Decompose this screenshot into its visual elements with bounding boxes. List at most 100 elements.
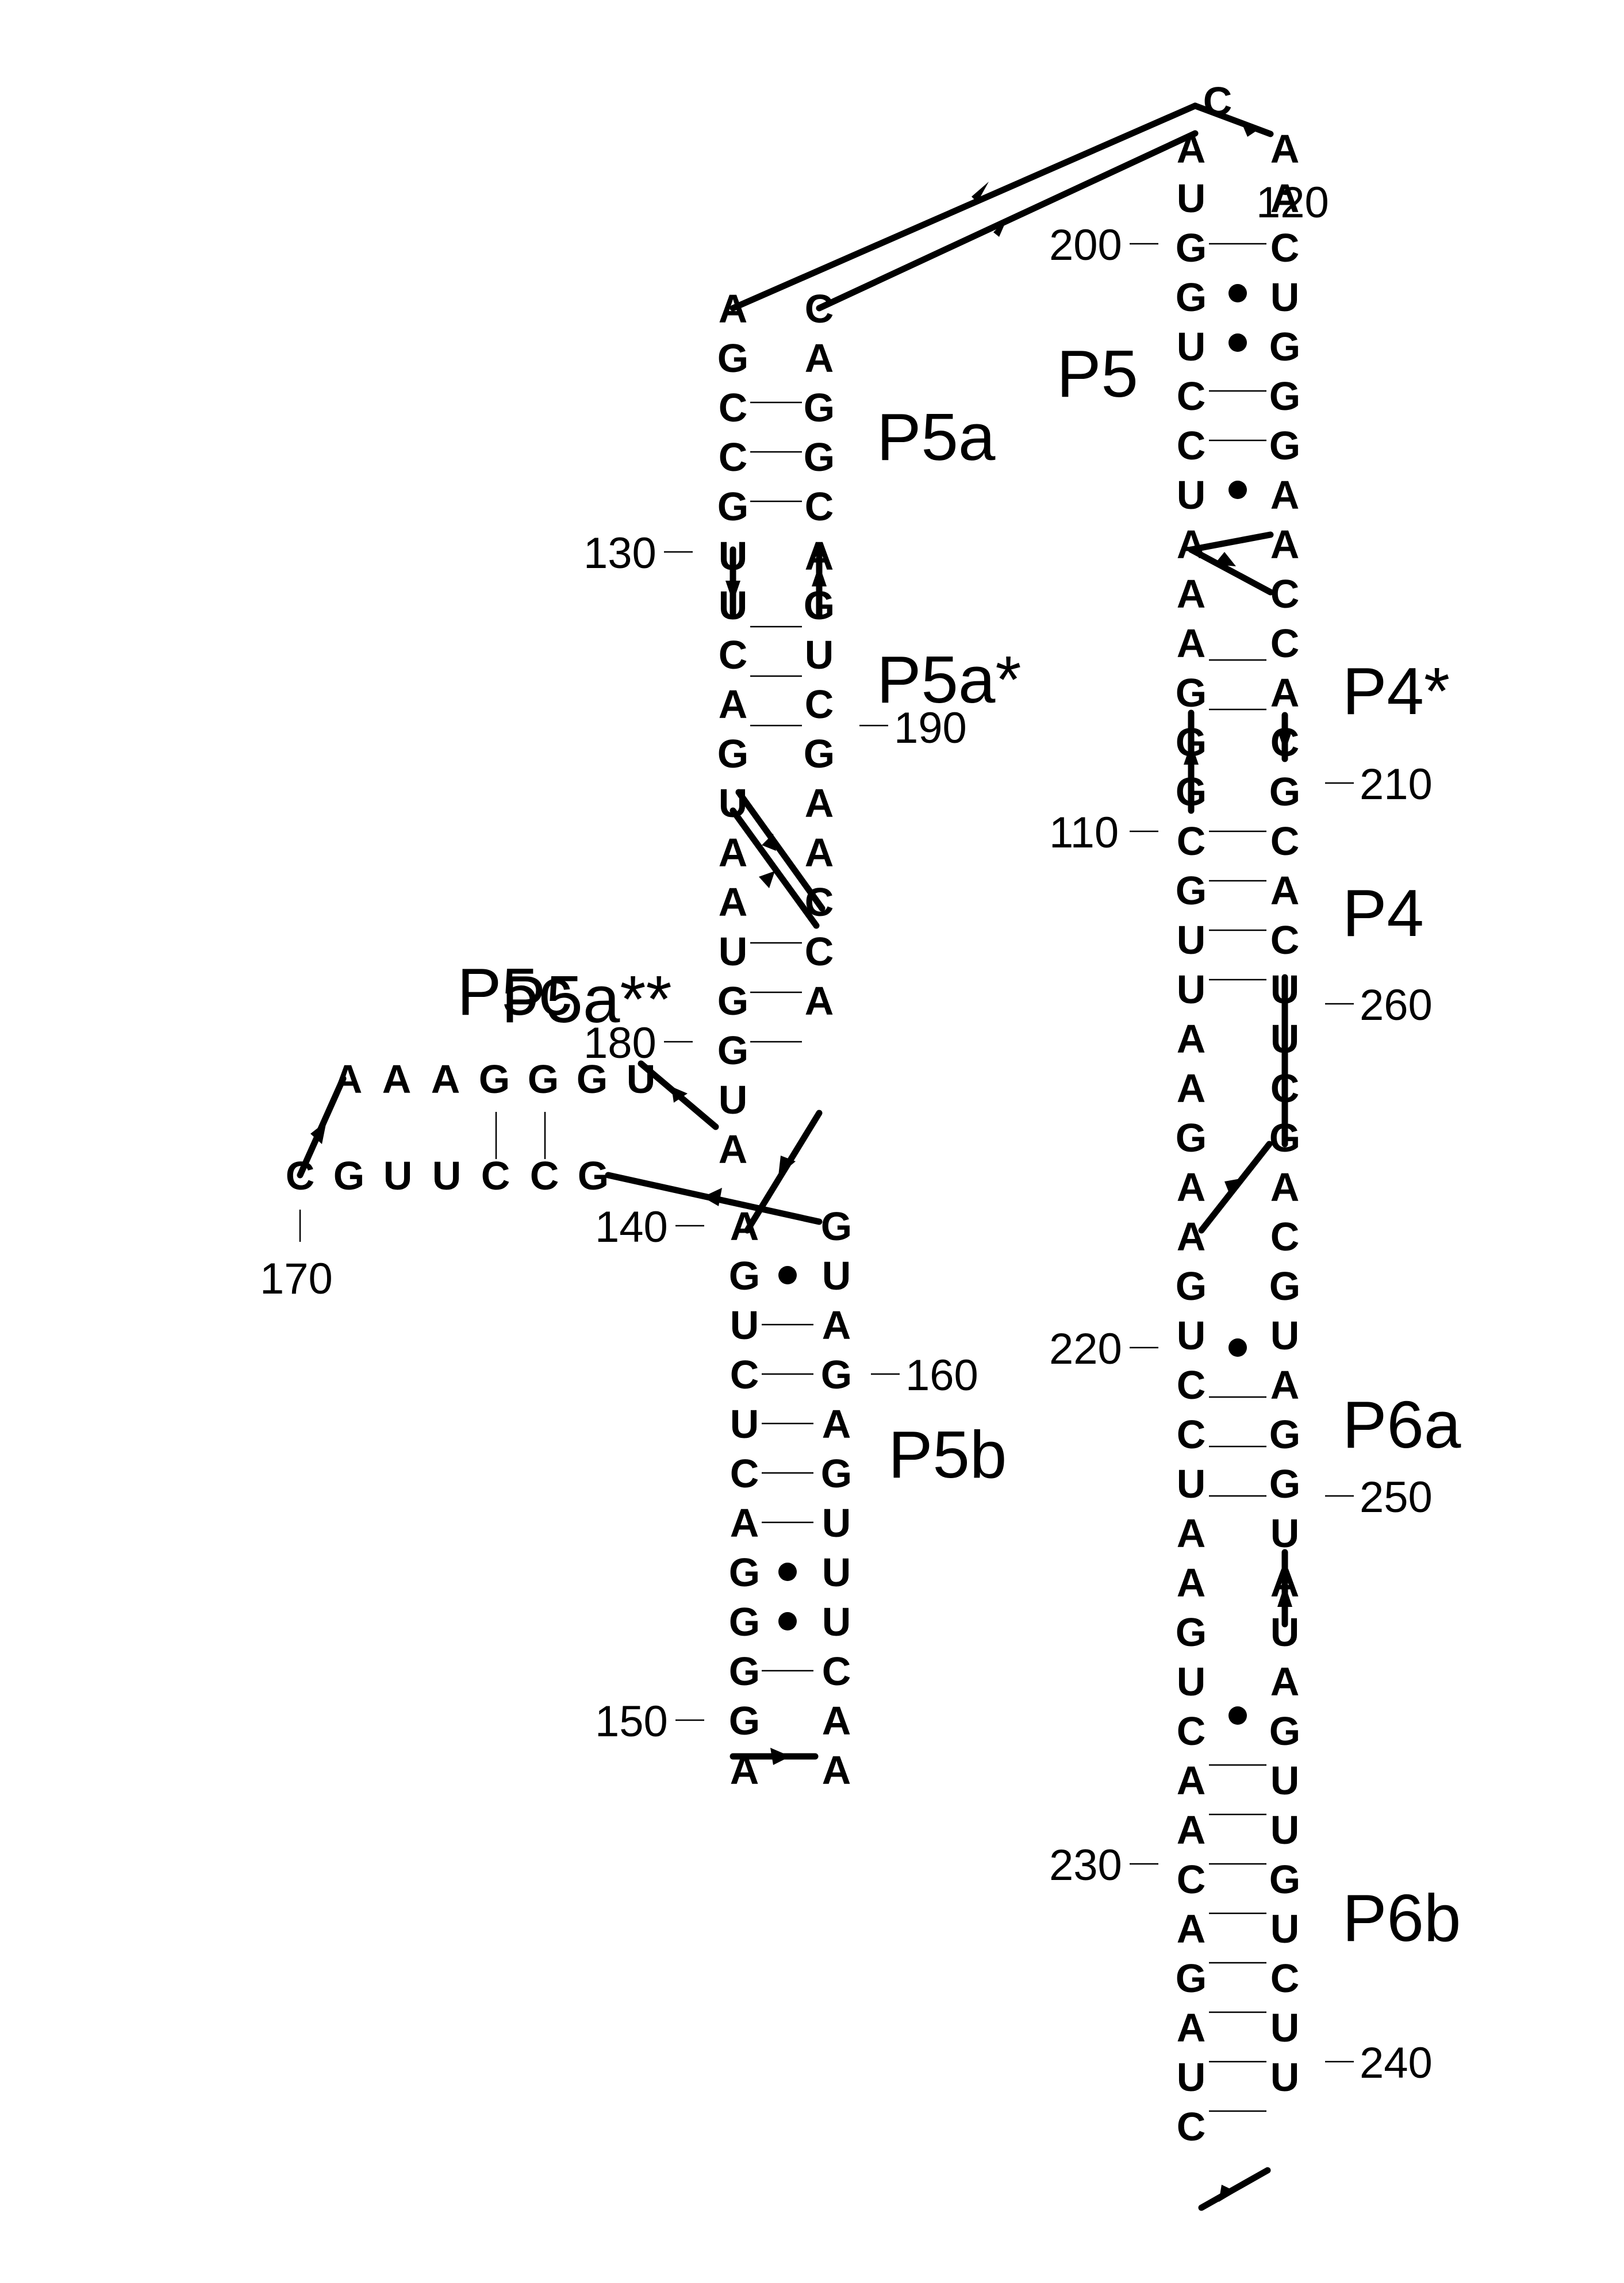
nucleotide-p5-right-40: U — [1270, 2055, 1300, 2100]
position-label-260: 260 — [1360, 981, 1433, 1030]
nucleotide-p5b-right-2: U — [822, 1253, 851, 1298]
nucleotide-p5-top-1: C — [1203, 79, 1233, 124]
nucleotide-p5b-left-2: G — [729, 1253, 760, 1298]
position-label-130: 130 — [583, 529, 656, 578]
helix-label-p5: P5 — [1057, 336, 1138, 411]
arrow-marker — [778, 1156, 796, 1176]
nucleotide-p5a-right-2: A — [805, 336, 834, 381]
nucleotide-p5-left-30: A — [1177, 1560, 1206, 1605]
nucleotide-p5-left-20: A — [1177, 1066, 1206, 1111]
nucleotide-p5b-right-1: G — [821, 1204, 852, 1249]
nucleotide-p5c-top-3: A — [431, 1057, 460, 1102]
arrow-marker — [702, 1188, 722, 1206]
backbone-link — [1188, 546, 1274, 596]
nucleotide-p5-left-14: G — [1176, 769, 1207, 814]
nucleotide-p5-left-28: U — [1177, 1461, 1206, 1506]
nucleotide-p5b-right-10: C — [822, 1649, 851, 1694]
wobble-dot — [1228, 1706, 1247, 1725]
nucleotide-p5-right-10: C — [1270, 571, 1300, 616]
nucleotide-p5a-left-12: A — [719, 830, 748, 875]
helix-label-p6a: P6a — [1342, 1387, 1461, 1462]
nucleotide-p5b-right-6: G — [821, 1451, 852, 1496]
wobble-dot — [778, 1612, 797, 1630]
nucleotide-p5a-left-16: G — [717, 1028, 748, 1073]
position-label-110: 110 — [1049, 808, 1119, 857]
wobble-dot — [1228, 284, 1247, 302]
nucleotide-p5c-top-5: G — [528, 1057, 559, 1102]
nucleotide-p5b-right-7: U — [822, 1501, 851, 1545]
position-label-190: 190 — [894, 704, 967, 753]
nucleotide-p5a-right-13: C — [805, 880, 834, 924]
base-pair-lines — [495, 243, 1266, 2112]
nucleotide-p5a-right-14: C — [805, 929, 834, 974]
nucleotide-p5-right-11: C — [1270, 621, 1300, 666]
nucleotide-letters: AGCCGUUCAGUAAUGGUACAGGCAGUCGAACCAAGUCUCA… — [286, 79, 1301, 2149]
arrow-marker — [993, 218, 1007, 237]
nucleotide-p5c-bottom-6: C — [530, 1153, 559, 1198]
arrow-marker — [1277, 730, 1292, 752]
arrow-marker — [762, 834, 776, 851]
nucleotide-p5b-left-9: G — [729, 1599, 760, 1644]
nucleotide-p5-left-25: U — [1177, 1313, 1206, 1358]
nucleotide-p5-left-40: U — [1177, 2055, 1206, 2100]
nucleotide-p5b-left-4: C — [730, 1352, 759, 1397]
helix-label-p5a-star: P5a* — [877, 642, 1022, 717]
nucleotide-p5-left-24: G — [1176, 1264, 1207, 1309]
nucleotide-p5-right-30: A — [1270, 1560, 1300, 1605]
nucleotide-p5-right-38: C — [1270, 1956, 1300, 2001]
nucleotide-p5c-top-6: G — [577, 1057, 608, 1102]
arrow-marker — [812, 565, 827, 586]
nucleotide-p5a-left-4: C — [719, 435, 748, 479]
nucleotide-p5b-left-12: A — [730, 1748, 759, 1793]
nucleotide-p5-left-16: G — [1176, 868, 1207, 913]
position-label-180: 180 — [583, 1019, 656, 1068]
nucleotide-p5-left-8: U — [1177, 473, 1206, 517]
nucleotide-p5a-right-9: C — [805, 682, 834, 727]
nucleotide-p5-left-34: A — [1177, 1758, 1206, 1803]
nucleotide-p5-right-3: C — [1270, 225, 1300, 270]
nucleotide-p5a-right-1: C — [805, 286, 834, 331]
nucleotide-p5c-top-2: A — [382, 1057, 412, 1102]
nucleotide-p5-right-16: A — [1270, 868, 1300, 913]
nucleotide-p5-left-22: A — [1177, 1165, 1206, 1210]
arrow-marker — [725, 581, 740, 603]
backbone-link — [730, 807, 820, 929]
nucleotide-p5-right-15: C — [1270, 819, 1300, 864]
nucleotide-p5-right-27: G — [1269, 1412, 1300, 1457]
nucleotide-p5a-right-6: A — [805, 534, 834, 578]
nucleotide-p5a-left-7: U — [719, 583, 748, 628]
nucleotide-p5-left-17: U — [1177, 918, 1206, 962]
nucleotide-p5-right-20: C — [1270, 1066, 1300, 1111]
arrow-marker — [1219, 2185, 1236, 2202]
nucleotide-p5-left-5: U — [1177, 324, 1206, 369]
helix-label-p5a: P5a — [877, 400, 996, 474]
helix-label-p4-star: P4* — [1342, 654, 1450, 728]
nucleotide-p5b-right-9: U — [822, 1599, 851, 1644]
nucleotide-p5-left-7: C — [1177, 423, 1206, 468]
nucleotide-p5-right-29: U — [1270, 1511, 1300, 1556]
backbone-link — [730, 102, 1199, 312]
position-ticks — [299, 243, 1354, 2063]
nucleotide-p5-left-10: A — [1177, 571, 1206, 616]
arrow-marker — [1214, 552, 1236, 566]
nucleotide-p5b-right-12: A — [822, 1748, 851, 1793]
helix-label-p5c: P5c — [457, 954, 572, 1029]
nucleotide-p5a-left-11: U — [719, 781, 748, 826]
nucleotide-p5b-left-11: G — [729, 1698, 760, 1743]
nucleotide-p5-left-29: A — [1177, 1511, 1206, 1556]
nucleotide-p5c-bottom-2: G — [333, 1153, 364, 1198]
nucleotide-p5-right-34: U — [1270, 1758, 1300, 1803]
nucleotide-p5b-left-7: A — [730, 1501, 759, 1545]
nucleotide-p5a-right-7: G — [804, 583, 835, 628]
wobble-pair-dots — [778, 284, 1247, 1725]
wobble-dot — [1228, 1338, 1247, 1357]
direction-arrows — [310, 123, 1292, 2202]
position-label-120: 120 — [1256, 178, 1329, 227]
backbone-link — [1192, 102, 1274, 137]
helix-label-p5b: P5b — [888, 1417, 1007, 1492]
nucleotide-p5c-bottom-5: C — [481, 1153, 510, 1198]
nucleotide-p5b-left-1: A — [730, 1204, 759, 1249]
nucleotide-p5-right-32: A — [1270, 1659, 1300, 1704]
nucleotide-p5-right-12: A — [1270, 670, 1300, 715]
